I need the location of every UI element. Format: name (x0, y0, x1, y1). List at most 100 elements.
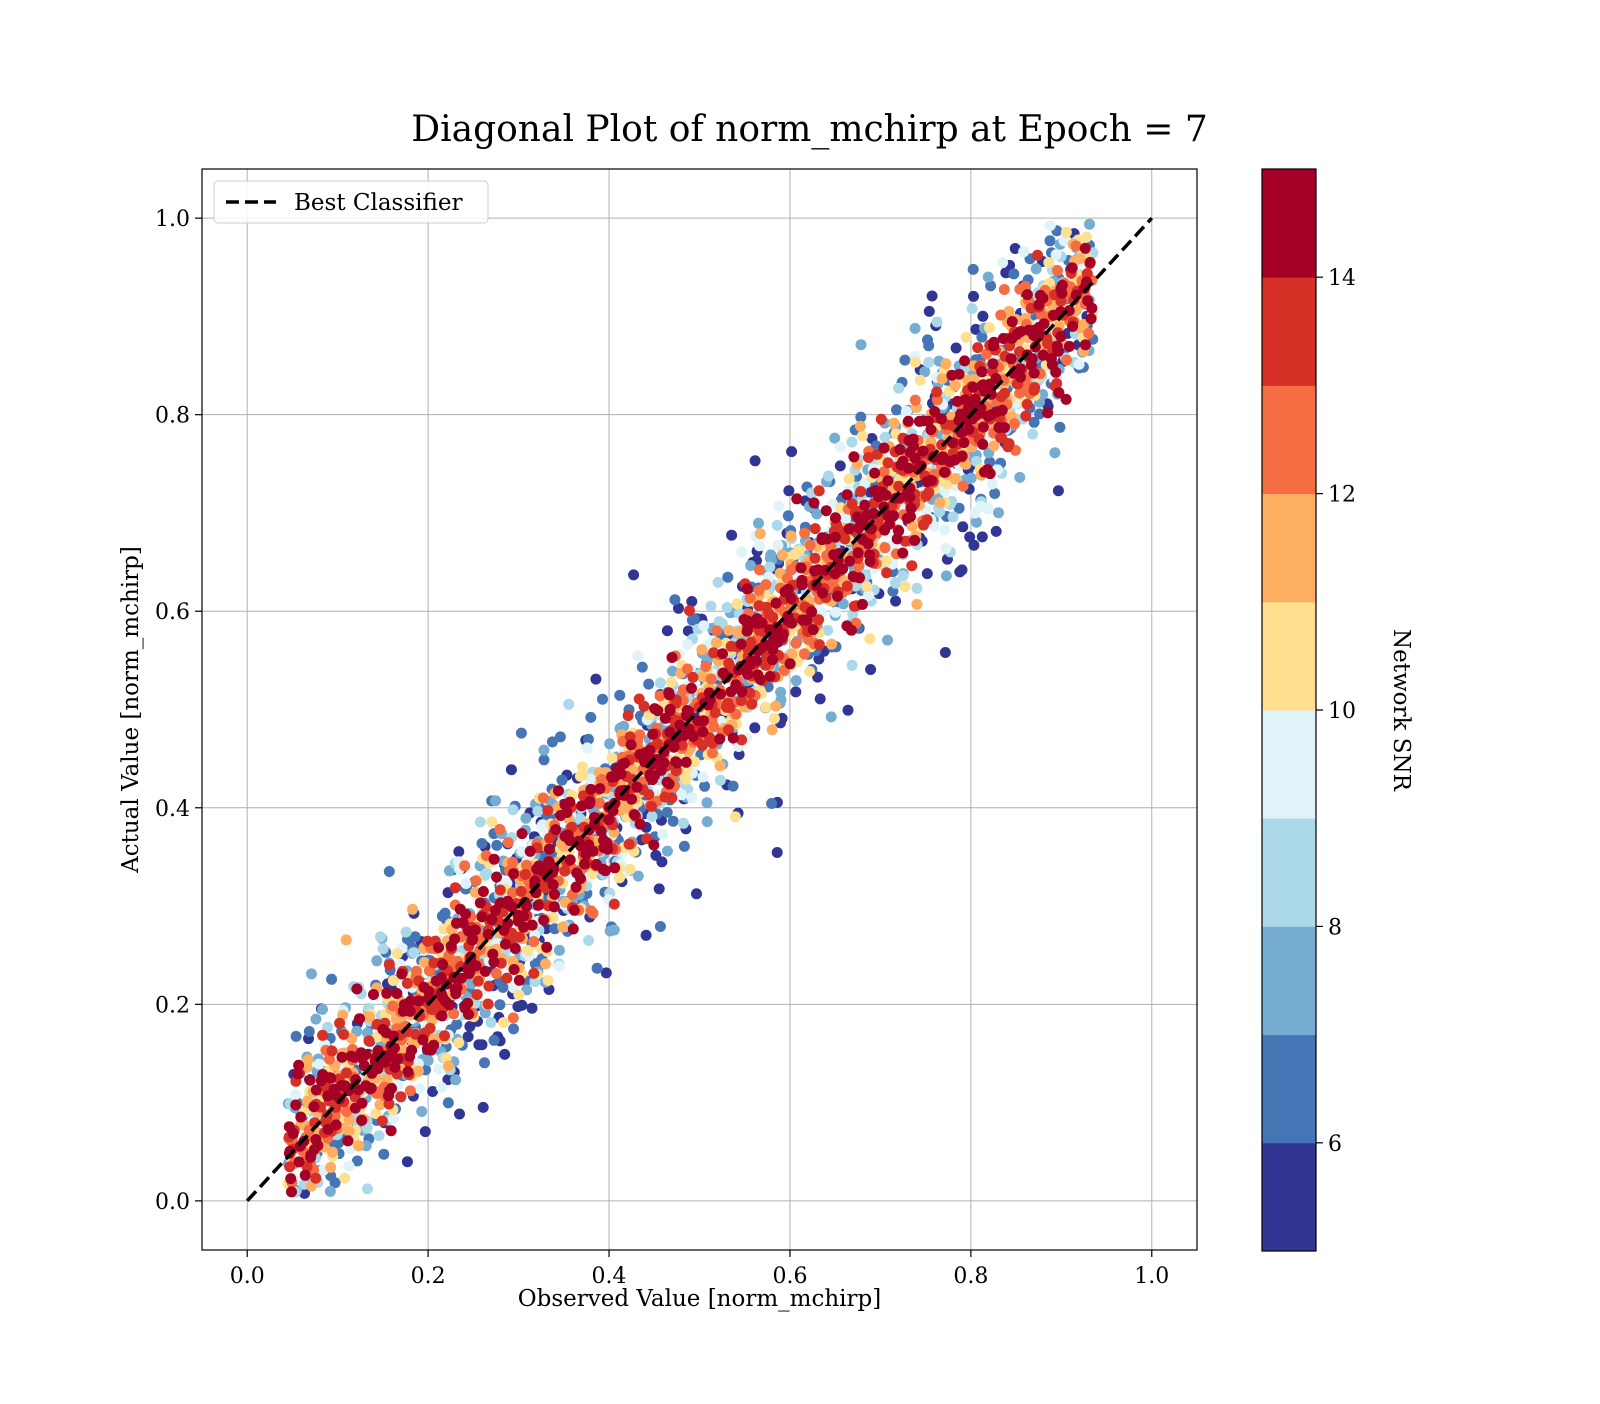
scatter-point (855, 486, 867, 497)
scatter-point (714, 733, 726, 745)
scatter-point (543, 843, 555, 855)
scatter-point (950, 342, 962, 354)
scatter-point (911, 582, 923, 594)
scatter-point (472, 975, 484, 987)
scatter-point (356, 1097, 368, 1109)
scatter-point (550, 824, 562, 836)
scatter-point (604, 925, 616, 937)
scatter-point (692, 715, 704, 727)
scatter-point (931, 394, 943, 406)
scatter-point (1055, 295, 1067, 307)
scatter-point (714, 760, 726, 772)
scatter-point (999, 387, 1011, 399)
scatter-point (697, 726, 709, 738)
scatter-point (893, 525, 905, 537)
scatter-point (1028, 416, 1040, 428)
scatter-point (926, 290, 938, 302)
scatter-point (891, 404, 902, 416)
scatter-point (967, 263, 979, 275)
colorbar-segment (1262, 601, 1316, 711)
scatter-point (960, 331, 972, 343)
scatter-point (326, 1045, 338, 1057)
scatter-point (507, 856, 519, 868)
scatter-point (563, 698, 575, 710)
scatter-point (585, 711, 597, 723)
scatter-point (294, 1140, 306, 1152)
scatter-point (436, 1081, 447, 1093)
scatter-point (315, 1075, 327, 1087)
scatter-point (825, 711, 837, 723)
scatter-point (1052, 485, 1064, 497)
scatter-point (665, 676, 677, 688)
scatter-point (325, 1072, 337, 1084)
scatter-point (388, 1113, 400, 1125)
scatter-point (1073, 358, 1085, 370)
scatter-point (733, 749, 745, 760)
scatter-point (674, 719, 686, 731)
scatter-point (374, 1099, 386, 1111)
scatter-point (957, 480, 969, 492)
scatter-point (574, 813, 586, 825)
scatter-point (336, 1051, 348, 1063)
scatter-point (985, 280, 997, 292)
scatter-point (853, 522, 865, 534)
scatter-point (742, 620, 754, 632)
scatter-point (893, 382, 905, 394)
scatter-point (533, 860, 545, 872)
scatter-point (771, 847, 783, 858)
scatter-point (442, 1074, 454, 1086)
scatter-point (356, 1114, 368, 1126)
scatter-point (922, 334, 933, 346)
scatter-point (290, 1099, 302, 1111)
scatter-point (785, 593, 797, 604)
scatter-point (846, 436, 858, 448)
scatter-point (905, 502, 917, 514)
scatter-point (666, 652, 678, 663)
scatter-point (844, 555, 856, 567)
scatter-point (494, 999, 506, 1011)
scatter-point (389, 1061, 401, 1073)
scatter-point (449, 933, 461, 945)
best-classifier-line-layer (245, 216, 1154, 1203)
scatter-point (664, 703, 676, 715)
scatter-point (1084, 218, 1095, 230)
colorbar-segment (1262, 1142, 1316, 1252)
scatter-point (1066, 262, 1078, 274)
scatter-point (816, 532, 828, 544)
scatter-point (963, 423, 975, 435)
scatter-point (711, 637, 722, 649)
scatter-point (931, 386, 943, 398)
axes-frame (201, 168, 1198, 1251)
scatter-point (879, 524, 891, 536)
scatter-point (809, 565, 821, 577)
scatter-point (968, 290, 979, 302)
scatter-point (697, 771, 709, 783)
scatter-point (742, 668, 753, 680)
scatter-point (489, 904, 501, 916)
scatter-point (648, 839, 660, 851)
scatter-point (289, 1089, 301, 1101)
scatter-point (532, 805, 544, 817)
scatter-point (1060, 226, 1072, 238)
scatter-point (900, 406, 912, 417)
colorbar-segment (1262, 493, 1316, 603)
scatter-point (869, 467, 881, 479)
scatter-point (629, 809, 640, 821)
colorbar-tick-label: 8 (1328, 915, 1342, 940)
scatter-point (830, 512, 841, 524)
scatter-point (691, 888, 702, 900)
scatter-point (749, 722, 761, 734)
scatter-point (460, 908, 471, 920)
scatter-point (377, 943, 389, 955)
scatter-point (944, 456, 956, 468)
x-axis-label: Observed Value [norm_mchirp] (518, 1286, 881, 1312)
scatter-point (1009, 418, 1020, 430)
scatter-point (909, 356, 921, 368)
scatter-point (767, 611, 779, 623)
scatter-point (841, 580, 853, 592)
scatter-point (513, 974, 525, 986)
scatter-point (285, 1173, 297, 1185)
scatter-point (725, 686, 737, 698)
scatter-point (681, 639, 693, 650)
scatter-point (490, 795, 501, 807)
